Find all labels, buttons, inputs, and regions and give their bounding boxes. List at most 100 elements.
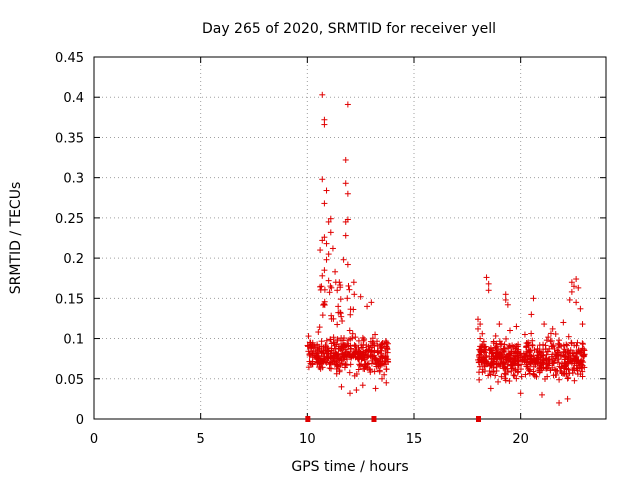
data-point — [570, 357, 577, 364]
data-point — [476, 369, 483, 376]
data-point — [561, 370, 568, 377]
data-point — [580, 351, 587, 358]
data-point — [503, 335, 510, 342]
data-point — [565, 366, 572, 373]
data-point — [319, 272, 326, 279]
data-point — [337, 296, 344, 303]
data-point — [493, 361, 500, 368]
data-point — [321, 200, 328, 207]
data-point — [557, 353, 564, 360]
data-point — [308, 361, 315, 368]
data-point — [318, 338, 325, 345]
data-point — [324, 354, 331, 361]
data-point — [357, 362, 364, 369]
data-point — [495, 378, 502, 385]
data-point — [573, 349, 580, 356]
data-point — [581, 347, 588, 354]
data-point — [547, 338, 554, 345]
data-point — [341, 344, 348, 351]
data-point — [485, 280, 492, 287]
data-point — [339, 337, 346, 344]
y-tick-label: 0.05 — [55, 373, 84, 388]
data-point — [521, 331, 528, 338]
data-point — [575, 284, 582, 291]
data-point — [305, 333, 312, 340]
data-point — [521, 352, 528, 359]
data-point — [523, 359, 530, 366]
data-point — [479, 330, 486, 337]
data-point — [385, 359, 392, 366]
y-axis: 0 0.05 0.1 0.15 0.2 0.25 0.3 0.35 0.4 0.45 — [55, 51, 606, 428]
data-point — [328, 284, 335, 291]
data-point — [494, 354, 501, 361]
data-point — [374, 357, 381, 364]
data-point — [475, 316, 481, 323]
data-point — [378, 354, 385, 361]
data-point — [305, 364, 312, 371]
data-point — [569, 352, 576, 359]
data-point — [555, 356, 562, 363]
data-point — [498, 373, 505, 380]
data-point — [526, 367, 533, 374]
data-point — [476, 376, 483, 383]
data-point — [569, 350, 576, 357]
data-point — [500, 363, 507, 370]
data-point — [317, 247, 324, 254]
zero-marker — [476, 416, 481, 422]
data-point — [519, 357, 526, 364]
data-point — [478, 353, 485, 360]
data-point — [529, 341, 536, 348]
data-point — [342, 349, 349, 356]
data-point — [304, 343, 311, 350]
x-tick-label: 0 — [90, 432, 98, 447]
chart-title: Day 265 of 2020, SRMTID for receiver yel… — [202, 21, 496, 37]
data-point — [357, 352, 364, 359]
zero-markers — [305, 416, 481, 422]
data-point — [323, 187, 330, 194]
data-point — [502, 291, 509, 298]
data-point — [321, 267, 328, 274]
data-point — [487, 371, 494, 378]
data-point — [345, 342, 352, 349]
data-point — [334, 287, 341, 294]
y-tick-label: 0.25 — [55, 212, 84, 227]
data-point — [342, 362, 349, 369]
data-point — [530, 352, 537, 359]
data-point — [342, 218, 349, 225]
data-point — [383, 379, 390, 386]
data-point — [371, 349, 378, 356]
data-point — [500, 345, 507, 352]
data-point — [327, 229, 334, 236]
data-point — [525, 339, 532, 346]
data-point — [372, 355, 379, 362]
zero-marker — [305, 416, 311, 422]
data-point — [332, 354, 339, 361]
data-point — [502, 354, 509, 361]
data-point — [556, 399, 563, 406]
data-point — [340, 256, 347, 263]
data-point — [330, 315, 337, 322]
data-point — [528, 358, 535, 365]
data-point — [345, 337, 352, 344]
data-point — [344, 295, 351, 302]
data-point — [372, 331, 379, 338]
data-point — [334, 321, 341, 328]
data-point — [335, 303, 342, 310]
y-tick-label: 0.45 — [55, 51, 84, 66]
data-point — [514, 369, 521, 376]
data-point — [478, 347, 485, 354]
data-point — [524, 363, 531, 370]
x-tick-label: 10 — [299, 432, 316, 447]
data-point — [320, 302, 327, 309]
data-point — [368, 353, 375, 360]
data-point — [563, 341, 570, 348]
data-point — [359, 334, 366, 341]
data-point — [538, 352, 545, 359]
data-point — [486, 353, 493, 360]
data-point — [330, 357, 337, 364]
data-point — [549, 351, 556, 358]
data-point — [325, 218, 332, 225]
data-point — [536, 367, 543, 374]
data-point — [323, 256, 330, 263]
data-point — [568, 288, 575, 295]
